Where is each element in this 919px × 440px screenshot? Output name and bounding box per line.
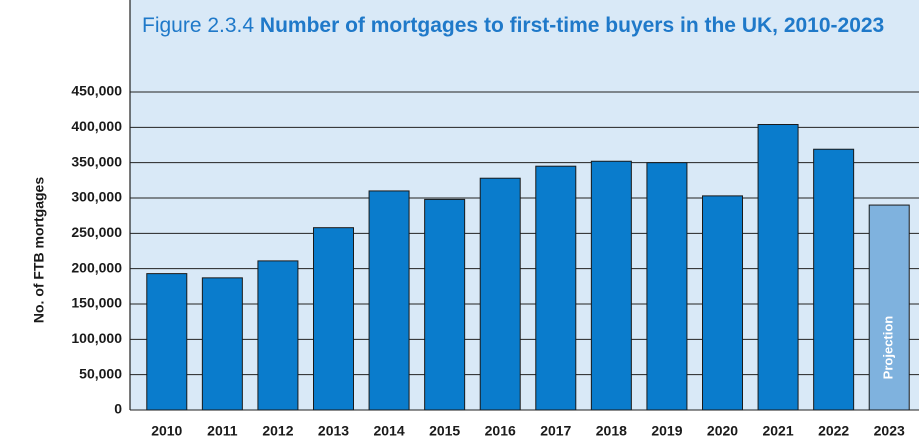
y-tick-label: 250,000	[71, 224, 122, 240]
plot-background	[130, 0, 919, 410]
x-tick-label: 2018	[596, 423, 627, 439]
y-tick-label: 400,000	[71, 118, 122, 134]
bar	[424, 198, 466, 411]
y-tick-label: 350,000	[71, 153, 122, 169]
bar	[313, 227, 354, 411]
bar	[590, 160, 632, 411]
x-tick-label: 2017	[540, 423, 571, 439]
x-tick-label: 2011	[207, 423, 238, 439]
title-text: Number of mortgages to first-time buyers…	[259, 14, 885, 37]
bar	[479, 177, 521, 411]
figure-label: Figure 2.3.4	[142, 14, 255, 37]
x-tick-label: 2016	[485, 423, 516, 439]
y-tick-label: 0	[114, 401, 122, 417]
x-tick-label: 2019	[651, 423, 682, 439]
x-tick-label: 2012	[262, 423, 293, 439]
x-tick-label: 2014	[373, 423, 404, 439]
bar	[201, 277, 243, 411]
x-tick-label: 2023	[874, 423, 905, 439]
bar	[257, 260, 299, 411]
bar	[868, 204, 910, 411]
chart-title: Figure 2.3.4 Number of mortgages to firs…	[142, 8, 912, 44]
x-tick-label: 2013	[318, 423, 349, 439]
y-tick-label: 450,000	[71, 83, 122, 99]
bar	[535, 165, 577, 411]
annotation: Projection	[881, 316, 896, 380]
y-tick-label: 200,000	[71, 259, 122, 275]
bar	[813, 148, 855, 411]
y-tick-label: 50,000	[79, 365, 122, 381]
bar	[646, 162, 688, 411]
bar	[146, 273, 188, 411]
x-tick-label: 2021	[762, 423, 793, 439]
x-tick-label: 2015	[429, 423, 460, 439]
y-axis-label: No. of FTB mortgages	[31, 177, 47, 323]
y-tick-label: 100,000	[71, 330, 122, 346]
bar	[702, 195, 743, 411]
y-tick-label: 300,000	[71, 189, 122, 205]
y-tick-label: 150,000	[71, 295, 122, 311]
x-tick-label: 2020	[707, 423, 738, 439]
x-tick-label: 2022	[818, 423, 849, 439]
x-tick-label: 2010	[151, 423, 182, 439]
bar	[757, 124, 799, 411]
bar	[368, 190, 410, 411]
